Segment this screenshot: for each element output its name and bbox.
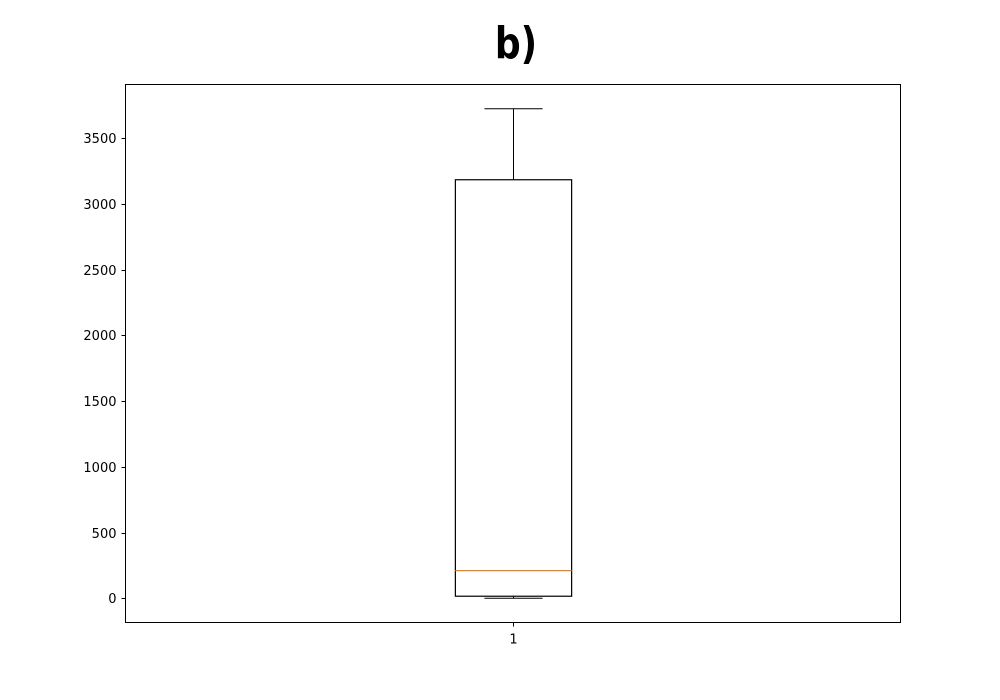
y-tick-label: 0 [108, 592, 116, 607]
y-tick-label: 2500 [83, 264, 116, 279]
chart-title: b) [494, 18, 538, 69]
box-body [454, 179, 573, 597]
y-tick-label: 2000 [83, 329, 116, 344]
y-tick-label: 1500 [83, 395, 116, 410]
box-group [454, 108, 573, 599]
y-tick-label: 3500 [83, 132, 116, 147]
x-axis: 1 [509, 622, 518, 648]
x-tick-label: 1 [509, 633, 517, 648]
boxes [454, 108, 573, 599]
y-tick-label: 500 [92, 527, 117, 542]
y-tick-label: 3000 [83, 198, 116, 213]
y-tick-label: 1000 [83, 461, 116, 476]
y-axis: 0 500 1000 1500 2000 2500 3000 3500 [83, 132, 126, 607]
